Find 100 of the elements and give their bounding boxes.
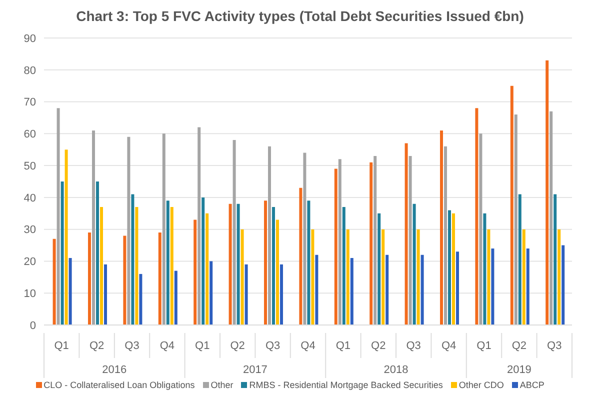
text: 2019 xyxy=(506,364,532,376)
bar xyxy=(562,245,565,325)
bar xyxy=(280,264,283,325)
bar xyxy=(135,207,138,325)
bar xyxy=(522,229,526,325)
bar xyxy=(60,182,64,325)
x-tick-label: Q4 xyxy=(300,340,316,352)
bar xyxy=(487,229,490,325)
bar xyxy=(514,114,518,325)
bar xyxy=(338,159,342,325)
bar xyxy=(479,134,482,325)
x-tick-label: Q1 xyxy=(336,340,351,352)
bar xyxy=(210,261,213,325)
bar xyxy=(303,152,306,325)
bar xyxy=(510,86,514,325)
bar xyxy=(272,207,275,325)
bar xyxy=(554,194,557,325)
x-tick-label: Q3 xyxy=(265,340,280,352)
bar xyxy=(131,194,134,325)
bar xyxy=(550,111,553,325)
bar xyxy=(104,264,107,325)
y-tick-label: 90 xyxy=(24,32,36,45)
x-tick-label: Q3 xyxy=(547,340,562,352)
bar xyxy=(276,220,279,325)
x-tick-label: Q1 xyxy=(476,340,492,352)
bar xyxy=(174,270,178,325)
bar xyxy=(334,168,338,325)
bar xyxy=(475,108,478,325)
bar xyxy=(518,194,522,325)
legend-label: Other xyxy=(210,380,234,390)
x-tick-label: Q4 xyxy=(441,340,456,352)
bar xyxy=(194,220,197,325)
bar xyxy=(198,127,201,325)
text: 2016 xyxy=(102,364,127,376)
x-tick-label: Q3 xyxy=(124,340,140,352)
bar xyxy=(483,213,486,325)
bar xyxy=(299,188,302,325)
bar xyxy=(420,254,424,325)
bar xyxy=(404,143,408,325)
y-tick-label: 80 xyxy=(24,64,36,77)
y-tick-label: 40 xyxy=(24,192,36,204)
bar xyxy=(412,204,416,325)
bar xyxy=(408,156,412,325)
bar xyxy=(558,229,561,325)
bar xyxy=(123,236,126,325)
bar xyxy=(370,162,373,325)
bar xyxy=(244,264,248,325)
bar xyxy=(206,213,209,325)
bar xyxy=(264,200,267,325)
bar xyxy=(440,130,443,325)
bar xyxy=(100,207,103,325)
bar xyxy=(64,150,68,325)
y-tick-label: 30 xyxy=(24,224,36,236)
bar xyxy=(236,204,240,325)
bar xyxy=(268,146,271,325)
bar xyxy=(139,274,142,325)
bar xyxy=(240,229,244,325)
y-tick-label: 70 xyxy=(24,96,36,109)
bar xyxy=(382,229,385,325)
bar xyxy=(386,254,389,325)
text: 2018 xyxy=(384,364,408,376)
bar xyxy=(374,156,377,325)
chart-title: Chart 3: Top 5 FVC Activity types (Total Debt Securities Issued €bn) xyxy=(75,8,525,26)
x-tick-label: Q4 xyxy=(160,340,175,352)
bar xyxy=(162,134,166,325)
x-tick-label: Q2 xyxy=(512,340,527,352)
bar xyxy=(52,238,56,325)
bar xyxy=(491,248,494,325)
bar xyxy=(378,213,381,325)
bar xyxy=(311,229,314,325)
bar xyxy=(456,252,459,325)
bar xyxy=(346,229,350,325)
bar xyxy=(166,200,170,325)
bar xyxy=(416,229,420,325)
bar xyxy=(444,146,447,325)
legend-label: RMBS - Residential Mortgage Backed Securities xyxy=(248,380,443,390)
legend-label: CLO - Collateralised Loan Obligations xyxy=(42,380,195,390)
bar xyxy=(68,258,72,325)
bar xyxy=(202,197,205,325)
bar xyxy=(350,258,354,325)
legend-label: ABCP xyxy=(518,380,544,390)
bar xyxy=(88,232,91,325)
bar xyxy=(315,254,318,325)
bar xyxy=(158,232,162,325)
bar xyxy=(452,213,455,325)
bar xyxy=(546,60,549,325)
x-tick-label: Q1 xyxy=(195,340,210,352)
bar xyxy=(92,130,95,325)
text: 2017 xyxy=(242,364,268,376)
bar xyxy=(56,108,60,325)
x-tick-label: Q3 xyxy=(406,340,421,352)
x-tick-label: Q2 xyxy=(230,340,245,352)
bar xyxy=(170,207,174,325)
x-tick-label: Q2 xyxy=(89,340,104,352)
x-tick-label: Q2 xyxy=(371,340,386,352)
bar xyxy=(448,210,451,325)
bar xyxy=(232,140,236,325)
bar xyxy=(307,200,310,325)
y-tick-label: 0 xyxy=(30,320,36,332)
bar xyxy=(342,207,346,325)
